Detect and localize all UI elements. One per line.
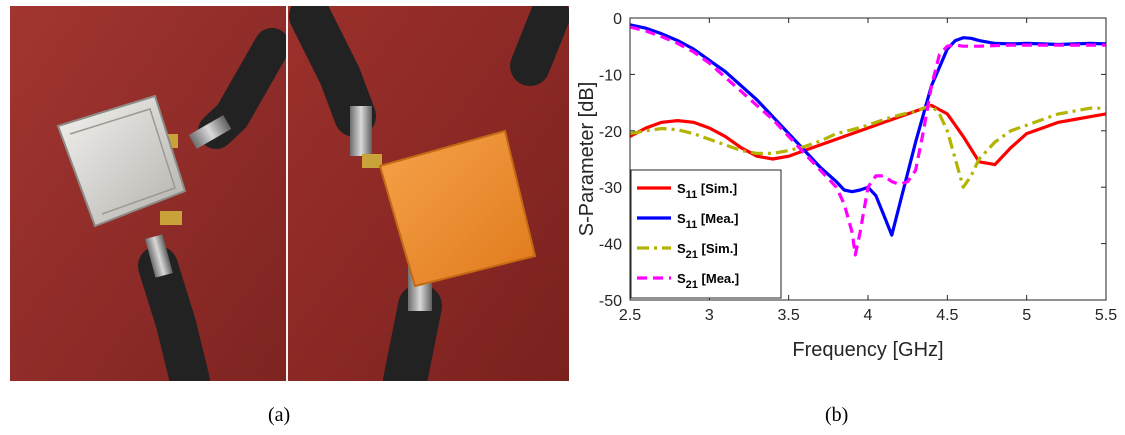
- y-tick-label: -10: [599, 67, 622, 84]
- caption-b: (b): [825, 404, 849, 426]
- orange-substrate-board-icon: [378, 129, 537, 288]
- y-tick-label: -20: [599, 124, 622, 141]
- x-tick-label: 2.5: [619, 307, 641, 324]
- y-tick-label: -50: [599, 293, 622, 310]
- legend-entry: S21 [Mea.]: [677, 271, 739, 291]
- series-line-3: [630, 103, 1106, 189]
- legend-entry: S11 [Sim.]: [677, 181, 737, 201]
- caption-a: (a): [268, 404, 291, 426]
- photo-divider: [286, 6, 288, 381]
- x-tick-label: 4.5: [936, 307, 958, 324]
- series-line-4: [630, 25, 1106, 257]
- axes: 2.5 3 3.5 4 4.5 5 5.5 0 -10 -20 -30 -40 -50: [599, 11, 1117, 324]
- plot-area: [630, 23, 1106, 257]
- slot-pattern: [69, 108, 176, 215]
- cable-icon: [289, 6, 569, 381]
- y-tick-label: -40: [599, 237, 622, 254]
- y-tick-label: -30: [599, 180, 622, 197]
- x-tick-label: 3: [705, 307, 714, 324]
- series-line-1: [630, 103, 1106, 167]
- antenna-prototype-photo: [10, 6, 569, 381]
- y-tick-label: 0: [613, 11, 622, 28]
- legend: S11 [Sim.] S11 [Mea.] S21 [Sim.] S21 [Mea.]: [630, 169, 782, 299]
- x-tick-label: 3.5: [778, 307, 800, 324]
- s-parameter-chart: 2.5 3 3.5 4 4.5 5 5.5 0 -10 -20 -30 -40 -50 S11 [Sim…: [576, 11, 1117, 361]
- sma-connector-icon: [145, 115, 232, 278]
- legend-entry: S21 [Sim.]: [677, 241, 738, 261]
- y-axis-label: S-Parameter [dB]: [576, 82, 598, 237]
- legend-entry: S11 [Mea.]: [677, 211, 738, 231]
- x-tick-label: 5: [1022, 307, 1031, 324]
- x-axis-label: Frequency [GHz]: [792, 339, 943, 361]
- x-tick-label: 5.5: [1095, 307, 1117, 324]
- x-tick-label: 4: [864, 307, 873, 324]
